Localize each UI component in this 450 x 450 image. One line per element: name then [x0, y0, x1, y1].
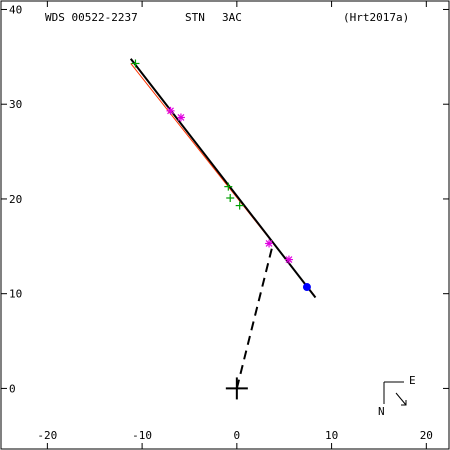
x-tick-label: 20	[420, 429, 433, 442]
header-component: 3AC	[222, 11, 242, 24]
y-axis-tick-labels: 0 10 20 30 40	[9, 3, 22, 395]
observation-points	[131, 59, 311, 292]
header-wds-id: WDS 00522-2237	[45, 11, 138, 24]
compass-indicator: N E	[378, 374, 416, 418]
y-tick-label: 20	[9, 193, 22, 206]
header-stn-label: STN	[185, 11, 205, 24]
asterisk-point	[166, 106, 175, 115]
plus-point	[226, 194, 235, 202]
x-tick-label: -20	[37, 429, 57, 442]
x-tick-label: 10	[325, 429, 338, 442]
asterisk-point	[265, 239, 274, 248]
orbit-line	[129, 58, 317, 299]
plus-point	[224, 182, 233, 191]
y-tick-label: 0	[9, 382, 16, 395]
y-tick-label: 30	[9, 98, 22, 111]
compass-arrow-icon	[395, 392, 407, 406]
compass-n-label: N	[378, 405, 385, 418]
compass-e-label: E	[409, 374, 416, 387]
y-axis-ticks	[1, 8, 449, 389]
primary-star-marker	[225, 377, 248, 400]
x-tick-label: -10	[132, 429, 152, 442]
x-axis-ticks	[46, 1, 427, 449]
primary-connector-line	[235, 247, 273, 389]
plus-point	[131, 59, 140, 68]
asterisk-point	[176, 113, 185, 122]
header-reference: (Hrt2017a)	[343, 11, 409, 24]
y-tick-label: 40	[9, 3, 22, 16]
plus-point	[235, 201, 244, 210]
current-position-dot	[302, 283, 311, 292]
x-axis-tick-labels: -20 -10 0 10 20	[37, 429, 433, 442]
compass-arrowhead-icon	[401, 400, 407, 406]
y-tick-label: 10	[9, 288, 22, 301]
x-tick-label: 0	[234, 429, 241, 442]
asterisk-point	[284, 255, 293, 264]
